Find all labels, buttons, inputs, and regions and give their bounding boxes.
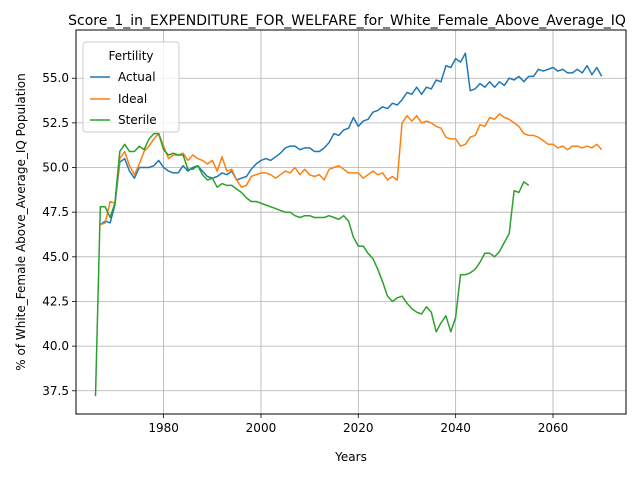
- y-tick-label: 50.0: [42, 161, 69, 175]
- chart-title: Score_1_in_EXPENDITURE_FOR_WELFARE_for_W…: [68, 13, 626, 29]
- ticks: 1980 2000 2020 2040 2060 37.5 40.0 42.5 45.0 47.5…: [42, 71, 568, 435]
- legend-label-actual: Actual: [118, 70, 156, 84]
- x-tick-label: 2000: [246, 421, 277, 435]
- x-tick-label: 2020: [343, 421, 374, 435]
- y-tick-label: 42.5: [42, 294, 69, 308]
- plot-frame: [75, 29, 627, 415]
- y-tick-label: 40.0: [42, 339, 69, 353]
- y-axis-label: % of White_Female Above_Average_IQ Popul…: [14, 73, 28, 370]
- y-tick-label: 55.0: [42, 71, 69, 85]
- series-line-actual: [99, 52, 603, 226]
- series-line-sterile: [94, 132, 530, 397]
- x-tick-label: 2040: [440, 421, 471, 435]
- legend-title: Fertility: [108, 49, 153, 63]
- y-tick-label: 47.5: [42, 205, 69, 219]
- y-tick-label: 52.5: [42, 116, 69, 130]
- legend-label-sterile: Sterile: [118, 113, 157, 127]
- legend: Fertility Actual Ideal Sterile: [82, 41, 180, 133]
- series-line-ideal: [100, 113, 603, 226]
- x-tick-label: 2060: [538, 421, 569, 435]
- x-axis-label: Years: [334, 450, 367, 464]
- y-tick-label: 37.5: [42, 384, 69, 398]
- y-tick-label: 45.0: [42, 250, 69, 264]
- legend-label-ideal: Ideal: [118, 92, 147, 106]
- legend-box: [82, 41, 180, 133]
- series-layer: [94, 52, 603, 397]
- x-tick-label: 1980: [148, 421, 179, 435]
